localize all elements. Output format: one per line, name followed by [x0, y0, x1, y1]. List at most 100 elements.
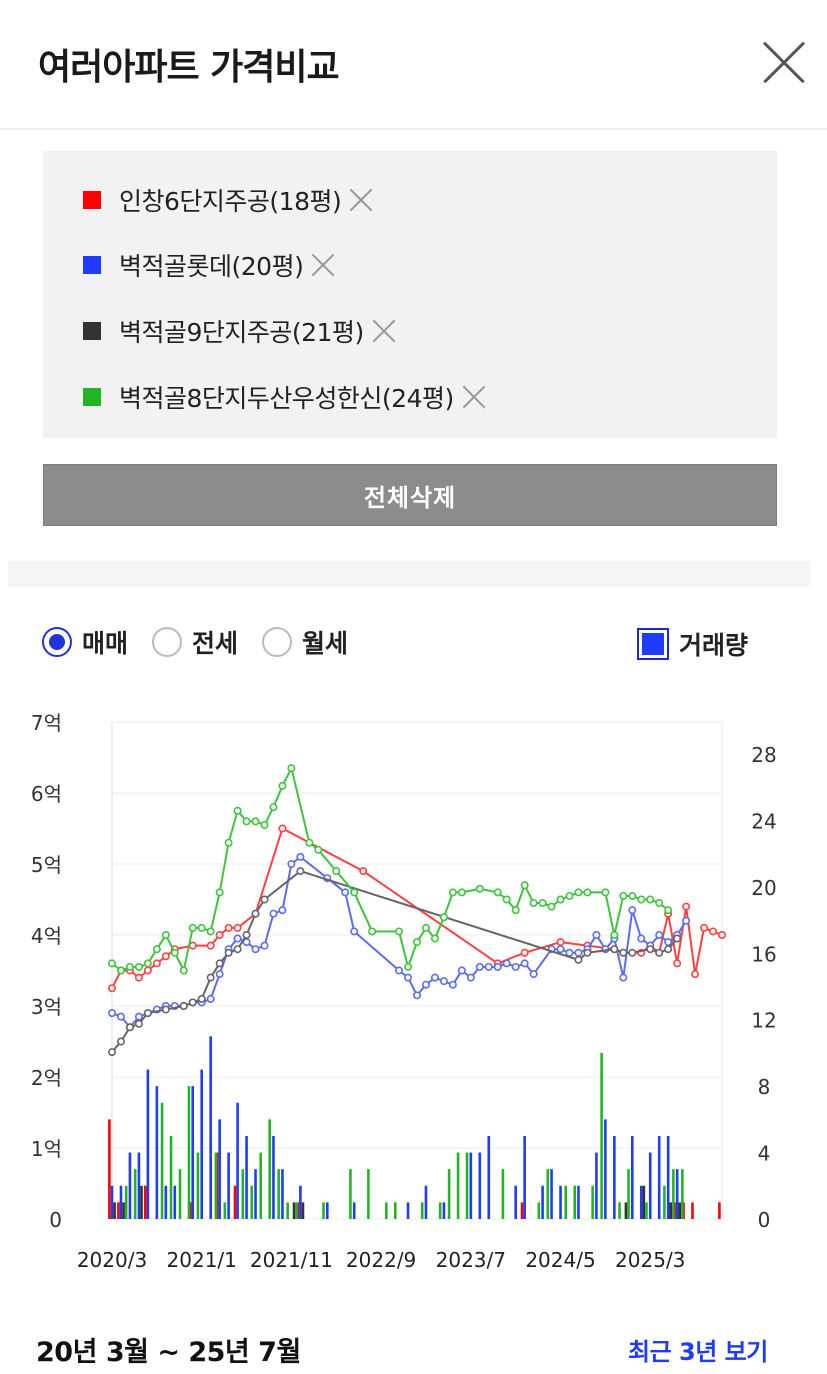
recent-3-years-link[interactable]: 최근 3년 보기 — [628, 1338, 768, 1366]
data-point — [224, 838, 233, 847]
volume-bar — [250, 1185, 254, 1219]
volume-bar — [478, 1152, 482, 1219]
volume-bar — [128, 1152, 132, 1219]
data-point — [520, 948, 529, 957]
data-point — [610, 931, 619, 940]
data-point — [269, 803, 278, 812]
y-left-tick-label: 2억 — [31, 1066, 62, 1090]
data-point — [215, 959, 224, 968]
volume-bar — [600, 1052, 603, 1219]
radio-sale[interactable]: 매매 — [42, 624, 128, 660]
close-icon[interactable] — [762, 40, 806, 84]
volume-bar — [420, 1202, 424, 1219]
volume-bar — [155, 1086, 159, 1219]
volume-bar — [160, 1102, 164, 1219]
data-point — [529, 970, 538, 979]
volume-bar — [604, 1119, 607, 1219]
volume-bar — [669, 1202, 673, 1219]
data-point — [161, 952, 170, 961]
data-point — [448, 888, 457, 897]
apartment-label: 벽적골9단지주공(21평) — [119, 318, 364, 347]
volume-bar — [718, 1202, 721, 1219]
y-left-tick-label: 0 — [49, 1208, 62, 1232]
volume-bar — [117, 1202, 120, 1219]
data-point — [655, 931, 664, 940]
y-left-tick-label: 7억 — [31, 711, 62, 735]
data-point — [116, 1012, 125, 1021]
data-point — [242, 817, 251, 826]
volume-bar — [424, 1185, 428, 1219]
data-point — [108, 959, 117, 968]
volume-bar — [385, 1202, 388, 1219]
volume-bar — [627, 1169, 630, 1219]
volume-bar — [286, 1202, 289, 1219]
data-point — [493, 888, 502, 897]
data-point — [448, 980, 457, 989]
y-right-tick-label: 12 — [751, 1009, 776, 1033]
volume-bar — [523, 1135, 526, 1219]
volume-bar — [322, 1202, 325, 1219]
data-point — [359, 867, 368, 876]
data-point — [206, 941, 215, 950]
data-point — [224, 923, 233, 932]
y-right-tick-label: 0 — [758, 1208, 771, 1232]
data-point — [529, 899, 538, 908]
volume-bar — [272, 1135, 275, 1219]
data-point — [251, 909, 260, 918]
apartment-item: 벽적골8단지두산우성한신(24평) — [83, 377, 486, 417]
volume-bar — [393, 1202, 397, 1219]
volume-bar — [233, 1185, 237, 1219]
radio-monthly[interactable]: 월세 — [262, 624, 348, 660]
volume-bar — [501, 1169, 505, 1219]
data-point — [628, 906, 637, 915]
data-point — [439, 913, 448, 922]
data-point — [332, 867, 341, 876]
remove-icon[interactable] — [462, 385, 486, 409]
data-point — [682, 916, 691, 925]
data-point — [233, 945, 242, 954]
data-point — [233, 806, 242, 815]
volume-checkbox[interactable] — [637, 628, 669, 660]
x-tick-label: 2023/7 — [436, 1248, 506, 1272]
data-point — [143, 959, 152, 968]
data-point — [439, 977, 448, 986]
radio-jeonse[interactable]: 전세 — [152, 624, 238, 660]
x-tick-label: 2021/1 — [167, 1248, 237, 1272]
data-point — [251, 945, 260, 954]
volume-bar — [663, 1185, 666, 1219]
data-point — [395, 966, 404, 975]
volume-bar — [447, 1169, 451, 1219]
data-point — [592, 931, 601, 940]
delete-all-button[interactable]: 전체삭제 — [43, 464, 777, 526]
apartment-label: 인창6단지주공(18평) — [119, 187, 342, 216]
volume-bar — [657, 1135, 661, 1219]
remove-icon[interactable] — [311, 253, 335, 277]
volume-bar — [292, 1202, 296, 1219]
data-point — [556, 938, 565, 947]
remove-icon[interactable] — [349, 188, 373, 212]
data-point — [233, 934, 242, 943]
volume-bar — [236, 1102, 239, 1219]
remove-icon[interactable] — [372, 319, 396, 343]
volume-toggle[interactable]: 거래량 — [637, 626, 748, 662]
volume-bar — [146, 1069, 150, 1219]
data-point — [709, 927, 718, 936]
data-point — [601, 888, 610, 897]
volume-bar — [140, 1185, 143, 1219]
data-point — [664, 945, 673, 954]
volume-bar — [281, 1169, 284, 1219]
data-point — [583, 888, 592, 897]
data-point — [574, 888, 583, 897]
volume-bar — [546, 1169, 550, 1219]
volume-bar — [520, 1202, 524, 1219]
color-swatch — [83, 388, 101, 406]
apartment-item: 벽적골9단지주공(21평) — [83, 311, 396, 351]
volume-bar — [691, 1202, 694, 1219]
volume-bar — [595, 1152, 598, 1219]
data-point — [233, 923, 242, 932]
volume-bar — [227, 1152, 230, 1219]
data-point — [278, 824, 287, 833]
data-point — [134, 962, 143, 971]
data-point — [179, 966, 188, 975]
volume-bar — [122, 1202, 125, 1219]
